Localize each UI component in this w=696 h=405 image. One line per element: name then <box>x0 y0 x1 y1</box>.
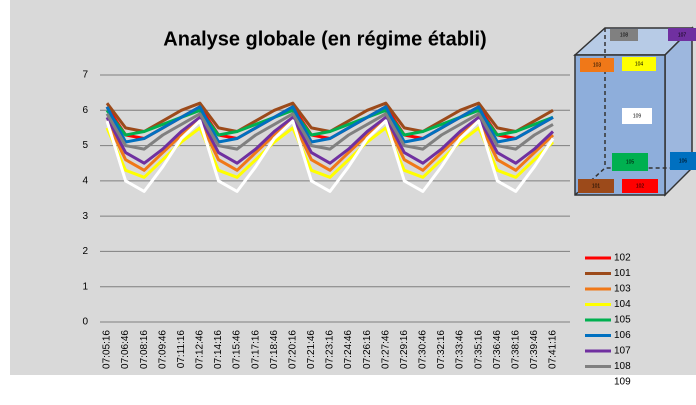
x-tick-label: 07:30:46 <box>418 330 429 369</box>
x-tick-label: 07:29:16 <box>399 330 410 369</box>
x-tick-label: 07:17:16 <box>250 330 261 369</box>
x-tick-label: 07:36:46 <box>492 330 503 369</box>
y-tick-label: 0 <box>82 317 88 328</box>
x-tick-label: 07:08:16 <box>139 330 150 369</box>
cube-label: 107 <box>678 32 687 38</box>
legend-label: 104 <box>614 299 631 310</box>
cube-label: 109 <box>633 113 642 119</box>
chart-title: Analyse globale (en régime établi) <box>163 28 486 50</box>
x-tick-label: 07:41:16 <box>548 330 559 369</box>
legend-label: 105 <box>614 315 631 326</box>
x-tick-label: 07:12:46 <box>195 330 206 369</box>
x-tick-label: 07:33:46 <box>455 330 466 369</box>
x-tick-label: 07:11:16 <box>176 330 187 369</box>
x-tick-label: 07:09:46 <box>157 330 168 369</box>
y-tick-label: 5 <box>82 140 88 151</box>
cube-label: 104 <box>635 61 644 67</box>
x-tick-label: 07:26:16 <box>362 330 373 369</box>
x-tick-label: 07:14:16 <box>213 330 224 369</box>
cube-label: 106 <box>679 158 688 164</box>
cube-label: 101 <box>592 183 601 189</box>
x-tick-label: 07:21:46 <box>306 330 317 369</box>
x-tick-label: 07:05:16 <box>102 330 113 369</box>
legend-label: 102 <box>614 253 631 264</box>
x-tick-label: 07:06:46 <box>120 330 131 369</box>
cube-label: 105 <box>626 159 635 165</box>
x-tick-label: 07:20:16 <box>287 330 298 369</box>
chart: Analyse globale (en régime établi) 108 1… <box>0 0 696 405</box>
cube-label: 102 <box>636 183 645 189</box>
x-tick-label: 07:18:46 <box>269 330 280 369</box>
x-tick-label: 07:32:16 <box>436 330 447 369</box>
y-tick-label: 3 <box>82 211 88 222</box>
x-tick-label: 07:38:16 <box>510 330 521 369</box>
legend-label: 109 <box>614 377 631 388</box>
x-tick-label: 07:27:46 <box>380 330 391 369</box>
cube-label: 108 <box>620 32 629 38</box>
cube-label: 103 <box>593 62 602 68</box>
y-tick-label: 6 <box>82 105 88 116</box>
x-tick-label: 07:15:46 <box>232 330 243 369</box>
y-tick-label: 7 <box>82 70 88 81</box>
cube-diagram: 108 107 103 104 109 105 106 101 102 <box>575 28 696 195</box>
x-tick-label: 07:24:46 <box>343 330 354 369</box>
legend-label: 108 <box>614 361 631 372</box>
legend-label: 101 <box>614 268 631 279</box>
x-tick-label: 07:39:46 <box>529 330 540 369</box>
legend-label: 106 <box>614 330 631 341</box>
y-tick-label: 2 <box>82 246 88 257</box>
y-tick-label: 4 <box>82 175 88 186</box>
legend-label: 103 <box>614 284 631 295</box>
y-tick-label: 1 <box>82 281 88 292</box>
x-tick-label: 07:23:16 <box>325 330 336 369</box>
legend-label: 107 <box>614 346 631 357</box>
x-tick-label: 07:35:16 <box>473 330 484 369</box>
